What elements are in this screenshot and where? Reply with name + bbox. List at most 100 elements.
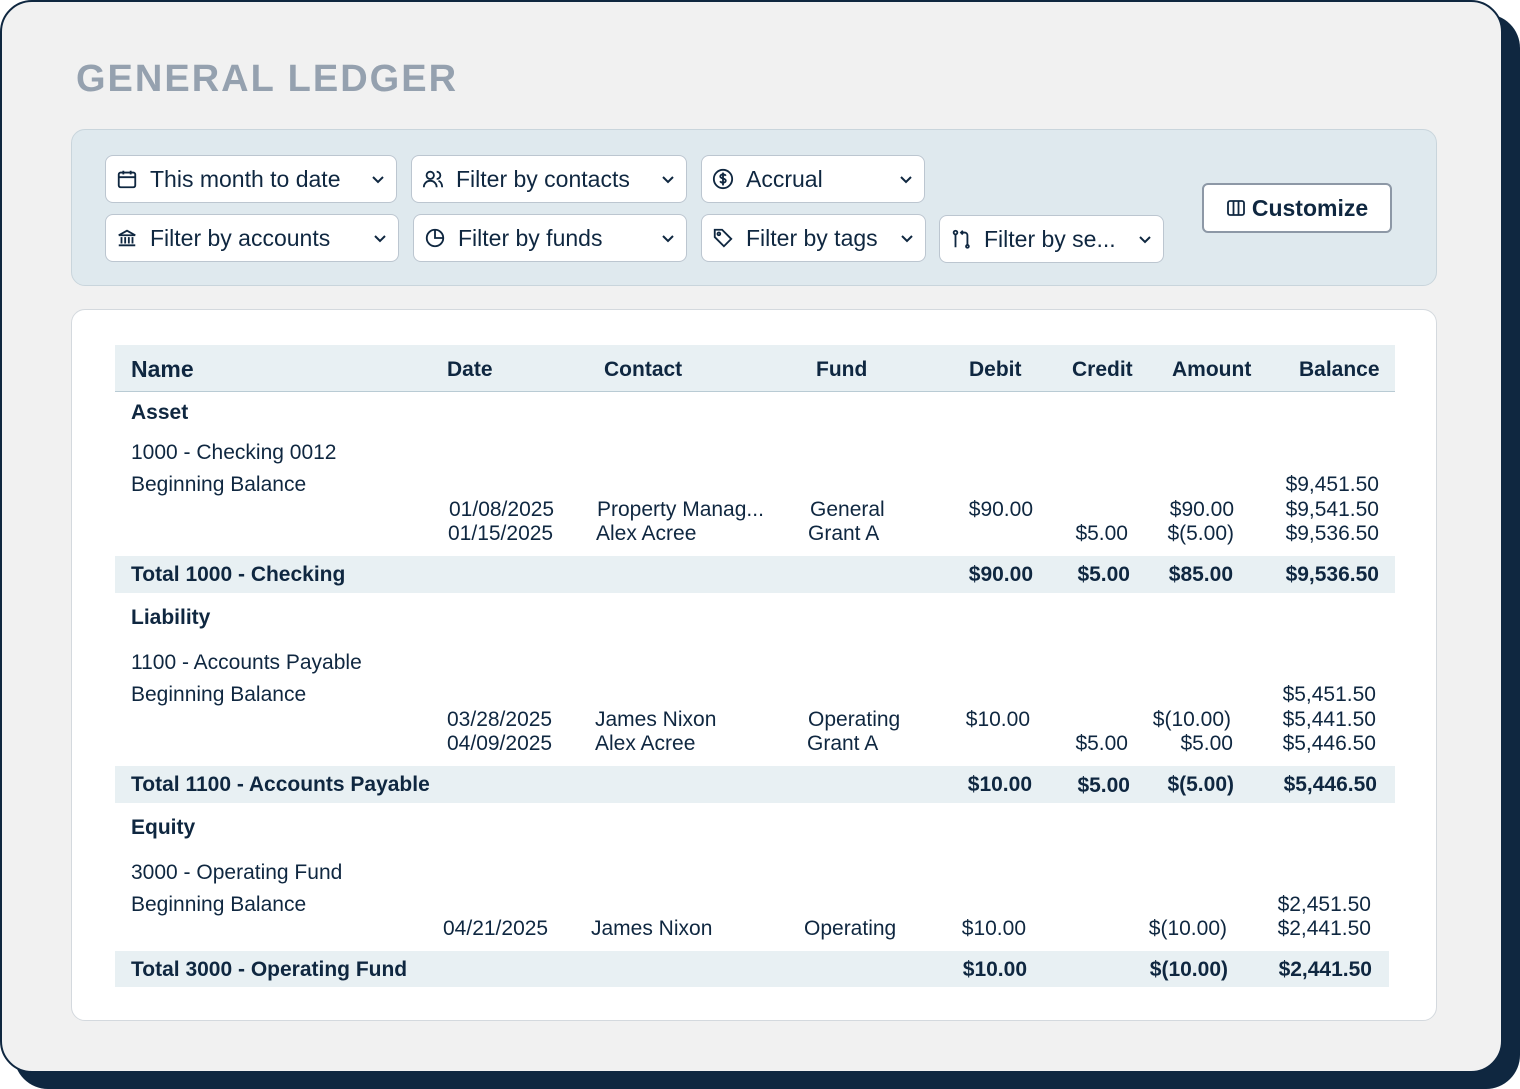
contacts-filter-label: Filter by contacts — [456, 165, 630, 192]
total-label: Total 1100 - Accounts Payable — [131, 773, 430, 796]
row-date: 01/15/2025 — [448, 522, 554, 545]
row-debit: $10.00 — [965, 708, 1030, 731]
accounting-basis-dropdown[interactable]: Accrual — [701, 155, 925, 203]
row-debit: $10.00 — [961, 917, 1026, 940]
segments-filter-label: Filter by se... — [984, 225, 1116, 252]
total-row-band — [115, 766, 1395, 803]
dollar-circle-icon — [712, 167, 736, 191]
total-credit: $5.00 — [1077, 563, 1130, 586]
beginning-balance-value: $5,451.50 — [1282, 683, 1376, 706]
columns-icon — [1226, 198, 1246, 218]
beginning-balance-label: Beginning Balance — [131, 473, 307, 496]
beginning-balance-value: $9,451.50 — [1285, 473, 1379, 496]
accounting-basis-label: Accrual — [746, 165, 823, 192]
total-debit: $10.00 — [962, 958, 1027, 981]
row-contact[interactable]: James Nixon — [595, 708, 717, 731]
chevron-down-icon — [660, 171, 676, 187]
beginning-balance-label: Beginning Balance — [131, 683, 307, 706]
group-heading: Equity — [131, 816, 196, 839]
chevron-down-icon — [898, 171, 914, 187]
total-debit: $10.00 — [967, 773, 1032, 796]
tags-filter-dropdown[interactable]: Filter by tags — [701, 214, 926, 262]
accounts-filter-label: Filter by accounts — [150, 224, 331, 251]
funds-filter-label: Filter by funds — [458, 224, 603, 251]
row-balance: $5,441.50 — [1282, 708, 1376, 731]
tags-filter-label: Filter by tags — [746, 224, 878, 251]
date-range-dropdown[interactable]: This month to date — [105, 155, 397, 203]
customize-button[interactable]: Customize — [1202, 183, 1392, 233]
column-header-amount[interactable]: Amount — [1172, 358, 1252, 381]
group-heading: Asset — [131, 401, 189, 424]
total-debit: $90.00 — [968, 563, 1033, 586]
row-date: 04/21/2025 — [443, 917, 549, 940]
row-fund: Grant A — [807, 732, 879, 755]
row-date: 04/09/2025 — [447, 732, 553, 755]
row-contact[interactable]: Alex Acree — [595, 732, 696, 755]
branch-icon — [950, 227, 974, 251]
row-debit: $90.00 — [968, 498, 1033, 521]
total-amount: $(10.00) — [1149, 958, 1228, 981]
row-credit: $5.00 — [1075, 522, 1128, 545]
chevron-down-icon — [899, 230, 915, 246]
row-fund: Operating — [808, 708, 901, 731]
column-header-date[interactable]: Date — [447, 358, 493, 381]
total-amount: $85.00 — [1168, 563, 1233, 586]
funds-filter-dropdown[interactable]: Filter by funds — [413, 214, 687, 262]
contacts-filter-dropdown[interactable]: Filter by contacts — [411, 155, 687, 203]
tag-icon — [712, 226, 736, 250]
column-header-contact[interactable]: Contact — [604, 358, 683, 381]
total-balance: $2,441.50 — [1278, 958, 1372, 981]
column-header-fund[interactable]: Fund — [816, 358, 868, 381]
group-heading: Liability — [131, 606, 211, 629]
row-date: 01/08/2025 — [449, 498, 555, 521]
total-label: Total 3000 - Operating Fund — [131, 958, 408, 981]
total-row-band — [115, 951, 1389, 987]
chevron-down-icon — [372, 230, 388, 246]
column-header-name[interactable]: Name — [131, 356, 194, 382]
date-range-label: This month to date — [150, 165, 341, 192]
customize-label: Customize — [1251, 194, 1369, 221]
row-credit: $5.00 — [1075, 732, 1128, 755]
row-balance: $5,446.50 — [1282, 732, 1376, 755]
total-balance: $5,446.50 — [1283, 773, 1377, 796]
row-date: 03/28/2025 — [447, 708, 553, 731]
row-amount: $(10.00) — [1152, 708, 1231, 731]
chevron-down-icon — [370, 171, 386, 187]
total-balance: $9,536.50 — [1285, 563, 1379, 586]
total-row-band — [115, 556, 1395, 593]
page-title: GENERAL LEDGER — [76, 58, 459, 100]
chevron-down-icon — [1137, 231, 1153, 247]
account-name[interactable]: 1100 - Accounts Payable — [131, 651, 362, 674]
row-amount: $(5.00) — [1167, 522, 1234, 545]
beginning-balance-value: $2,451.50 — [1277, 893, 1371, 916]
row-balance: $9,541.50 — [1285, 498, 1379, 521]
column-header-credit[interactable]: Credit — [1072, 358, 1133, 381]
row-balance: $9,536.50 — [1285, 522, 1379, 545]
row-fund: General — [810, 498, 885, 521]
account-name[interactable]: 3000 - Operating Fund — [131, 861, 343, 884]
row-contact[interactable]: James Nixon — [591, 917, 713, 940]
pie-chart-icon — [424, 226, 448, 250]
row-fund: Grant A — [808, 522, 880, 545]
row-fund: Operating — [804, 917, 897, 940]
row-contact[interactable]: Property Manag... — [597, 498, 764, 521]
total-label: Total 1000 - Checking — [131, 563, 346, 586]
bank-icon — [116, 226, 140, 250]
chevron-down-icon — [660, 230, 676, 246]
row-amount: $(10.00) — [1148, 917, 1227, 940]
beginning-balance-label: Beginning Balance — [131, 893, 307, 916]
accounts-filter-dropdown[interactable]: Filter by accounts — [105, 214, 399, 262]
table-header-band — [115, 345, 1395, 392]
column-header-balance[interactable]: Balance — [1299, 358, 1380, 381]
row-amount: $90.00 — [1169, 498, 1234, 521]
users-icon — [422, 167, 446, 191]
row-contact[interactable]: Alex Acree — [596, 522, 697, 545]
calendar-icon — [116, 167, 140, 191]
column-header-debit[interactable]: Debit — [969, 358, 1022, 381]
total-credit: $5.00 — [1077, 774, 1130, 797]
account-name[interactable]: 1000 - Checking 0012 — [131, 441, 337, 464]
row-balance: $2,441.50 — [1277, 917, 1371, 940]
row-amount: $5.00 — [1180, 732, 1233, 755]
total-amount: $(5.00) — [1167, 773, 1234, 796]
segments-filter-dropdown[interactable]: Filter by se... — [939, 215, 1164, 263]
